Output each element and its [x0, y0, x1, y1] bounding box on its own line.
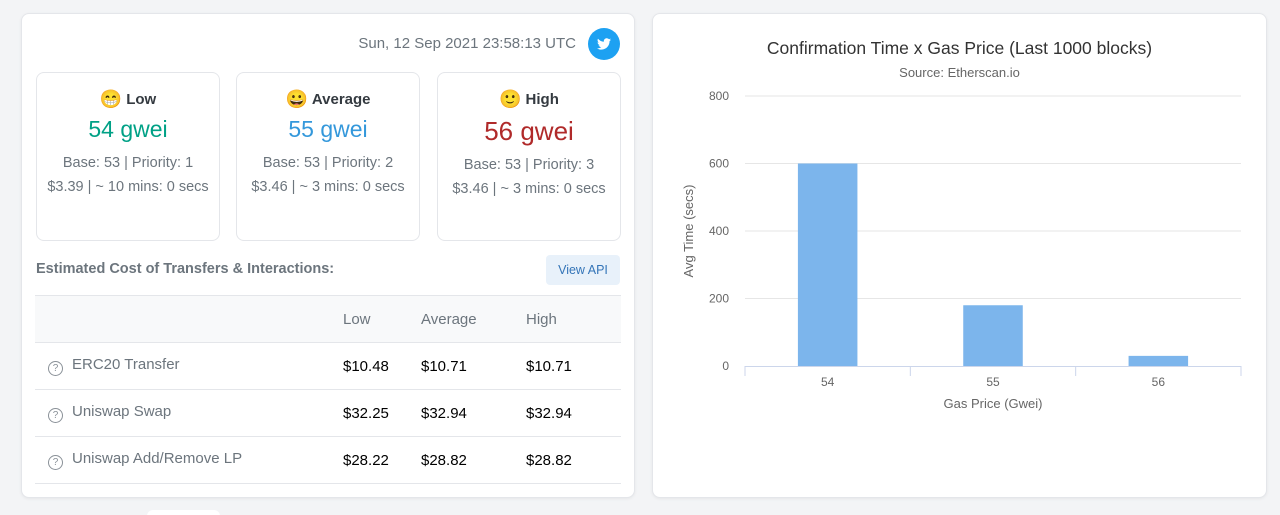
chart-subtitle: Source: Etherscan.io	[899, 65, 1020, 80]
bar	[1128, 355, 1189, 366]
column-header-average: Average	[421, 295, 526, 343]
gas-box-label: High	[525, 90, 559, 108]
y-tick-label: 0	[722, 359, 729, 373]
gas-box-label: Average	[311, 90, 371, 108]
cell-high: $32.94	[526, 389, 621, 437]
column-header	[35, 295, 329, 343]
table-row: ? Uniswap Swap $32.25 $32.94 $32.94	[35, 389, 621, 437]
cell-low: $28.22	[329, 436, 421, 484]
row-name: Uniswap Add/Remove LP	[72, 450, 243, 467]
gas-price-value: 54 gwei	[88, 116, 168, 142]
question-circle-icon[interactable]: ?	[48, 455, 63, 470]
cell-high: $28.82	[526, 436, 621, 484]
x-tick-label: 54	[821, 375, 835, 389]
gas-price-value: 55 gwei	[288, 116, 368, 142]
y-tick-label: 800	[709, 89, 729, 103]
slight-smile-emoji-icon: 🙂	[499, 89, 522, 109]
confirmation-time-chart-card: Confirmation Time x Gas Price (Last 1000…	[652, 13, 1267, 498]
gas-box-high: 🙂 High 56 gwei Base: 53 | Priority: 3 $3…	[437, 72, 621, 241]
base-priority-text: Base: 53 | Priority: 1	[62, 155, 194, 171]
y-tick-label: 400	[709, 224, 729, 238]
bar-chart: 0 200 400 600 800 54 55 56 Gas Price (Gwei) Avg T…	[681, 89, 1242, 411]
base-priority-text: Base: 53 | Priority: 2	[262, 155, 394, 171]
cost-table: Low Average High ? ERC20 Transfer $10.48 …	[35, 295, 621, 484]
y-tick-label: 600	[709, 157, 729, 171]
y-axis-label: Avg Time (secs)	[681, 185, 696, 278]
column-header-low: Low	[329, 295, 421, 343]
row-name: Uniswap Swap	[72, 403, 172, 420]
cost-time-text: $3.46 | ~ 3 mins: 0 secs	[452, 181, 606, 197]
twitter-share-button[interactable]	[588, 28, 620, 60]
estimated-cost-title: Estimated Cost of Transfers & Interactio…	[36, 261, 335, 277]
cell-average: $28.82	[421, 436, 526, 484]
cell-average: $32.94	[421, 389, 526, 437]
x-tick-label: 56	[1152, 375, 1166, 389]
column-header-high: High	[526, 295, 621, 343]
table-row: ? Uniswap Add/Remove LP $28.22 $28.82 $28…	[35, 436, 621, 484]
y-tick-label: 200	[709, 292, 729, 306]
cost-time-text: $3.39 | ~ 10 mins: 0 secs	[47, 179, 209, 195]
chart-title: Confirmation Time x Gas Price (Last 1000…	[766, 38, 1153, 58]
cell-low: $32.25	[329, 389, 421, 437]
cell-average: $10.71	[421, 342, 526, 390]
view-api-button[interactable]: View API	[546, 255, 620, 285]
grin-emoji-icon: 😁	[99, 89, 123, 109]
gas-box-low: 😁 Low 54 gwei Base: 53 | Priority: 1 $3.…	[36, 72, 220, 241]
gas-box-average: 😀 Average 55 gwei Base: 53 | Priority: 2…	[236, 72, 420, 241]
bar	[797, 163, 858, 366]
table-header-row: Low Average High	[35, 295, 621, 343]
gas-tracker-card: Sun, 12 Sep 2021 23:58:13 UTC 😁 Low 54 g…	[21, 13, 635, 498]
smile-emoji-icon: 😀	[285, 89, 308, 109]
twitter-icon	[597, 38, 611, 50]
base-priority-text: Base: 53 | Priority: 3	[463, 157, 595, 173]
bar	[963, 305, 1023, 366]
x-axis-label: Gas Price (Gwei)	[944, 396, 1043, 411]
next-card-edge	[147, 510, 220, 515]
x-tick-label: 55	[986, 375, 1000, 389]
gas-box-label: Low	[126, 90, 157, 108]
question-circle-icon[interactable]: ?	[48, 361, 63, 376]
timestamp: Sun, 12 Sep 2021 23:58:13 UTC	[358, 35, 576, 52]
table-row: ? ERC20 Transfer $10.48 $10.71 $10.71	[35, 342, 621, 390]
cell-high: $10.71	[526, 342, 621, 390]
cost-time-text: $3.46 | ~ 3 mins: 0 secs	[251, 179, 405, 195]
gas-price-value: 56 gwei	[484, 116, 574, 146]
cell-low: $10.48	[329, 342, 421, 390]
row-name: ERC20 Transfer	[72, 356, 180, 373]
question-circle-icon[interactable]: ?	[48, 408, 63, 423]
